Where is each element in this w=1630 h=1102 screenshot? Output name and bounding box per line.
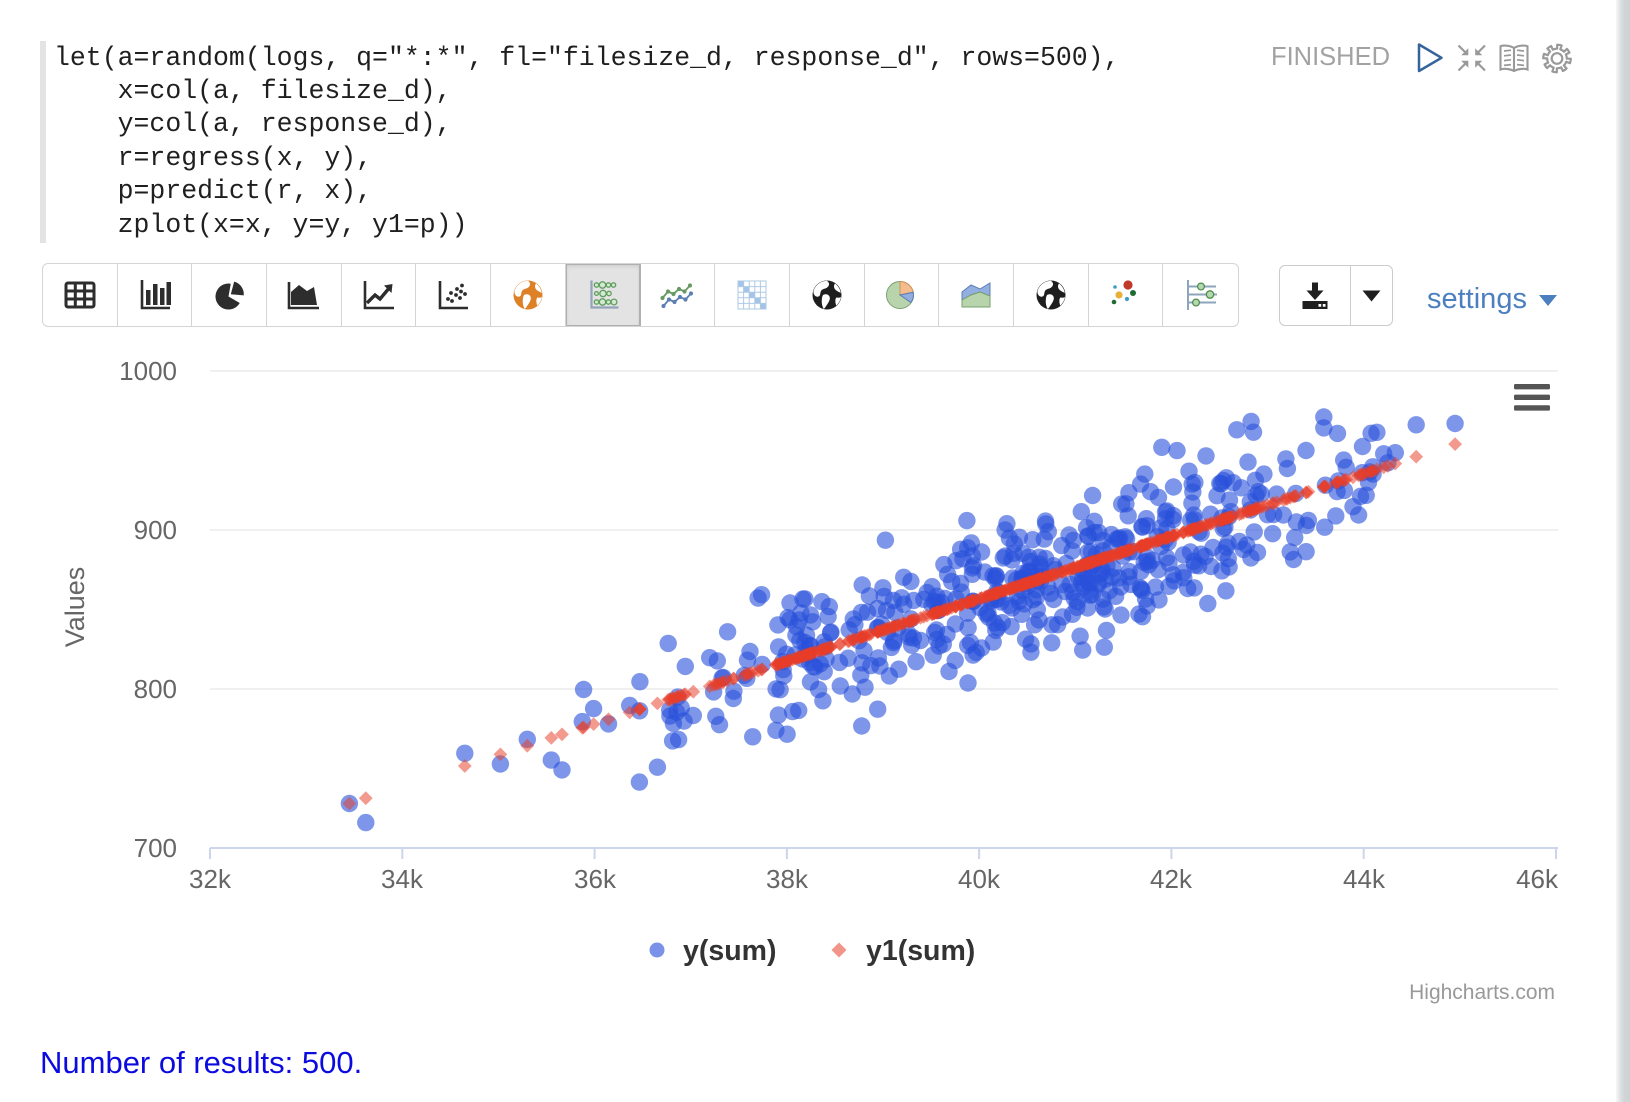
svg-text:46k: 46k [1516, 864, 1559, 894]
svg-text:900: 900 [134, 515, 177, 545]
svg-text:44k: 44k [1343, 864, 1386, 894]
svg-text:Highcharts.com: Highcharts.com [1409, 981, 1555, 1004]
svg-text:34k: 34k [381, 864, 424, 894]
svg-text:40k: 40k [958, 864, 1001, 894]
svg-text:800: 800 [134, 674, 177, 704]
svg-text:1000: 1000 [119, 356, 177, 386]
svg-text:38k: 38k [766, 864, 809, 894]
svg-text:Values: Values [60, 567, 90, 648]
svg-text:700: 700 [134, 833, 177, 863]
svg-text:42k: 42k [1150, 864, 1193, 894]
svg-text:y(sum): y(sum) [683, 935, 776, 967]
svg-text:y1(sum): y1(sum) [866, 935, 975, 967]
svg-text:36k: 36k [574, 864, 617, 894]
svg-text:32k: 32k [189, 864, 232, 894]
